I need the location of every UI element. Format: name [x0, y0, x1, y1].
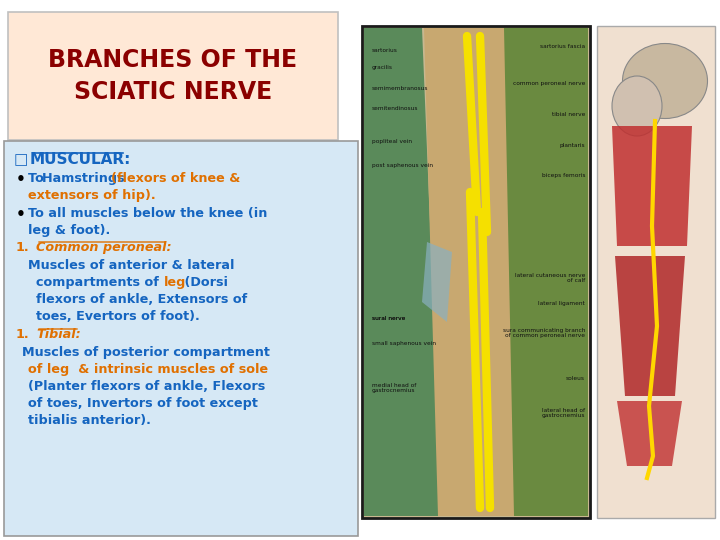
- Polygon shape: [500, 28, 588, 516]
- Text: •: •: [16, 172, 26, 187]
- Text: common peroneal nerve: common peroneal nerve: [513, 82, 585, 86]
- Text: SCIATIC NERVE: SCIATIC NERVE: [74, 80, 272, 104]
- FancyBboxPatch shape: [4, 141, 358, 536]
- Text: flexors of ankle, Extensors of: flexors of ankle, Extensors of: [36, 293, 247, 306]
- FancyBboxPatch shape: [597, 26, 715, 518]
- Text: (flexors of knee &: (flexors of knee &: [111, 172, 240, 185]
- Text: (Planter flexors of ankle, Flexors: (Planter flexors of ankle, Flexors: [28, 380, 265, 393]
- Text: sural nerve: sural nerve: [372, 315, 405, 321]
- FancyBboxPatch shape: [8, 12, 338, 140]
- Ellipse shape: [623, 44, 708, 118]
- Text: 1.: 1.: [16, 328, 30, 341]
- Text: Common peroneal:: Common peroneal:: [36, 241, 171, 254]
- Text: sura communicating branch
of common peroneal nerve: sura communicating branch of common pero…: [503, 328, 585, 339]
- Text: gracilis: gracilis: [372, 65, 393, 71]
- Text: Hamstrings: Hamstrings: [42, 172, 129, 185]
- Ellipse shape: [612, 76, 662, 136]
- Text: To: To: [28, 172, 48, 185]
- Text: 1.: 1.: [16, 241, 30, 254]
- Text: (Dorsi: (Dorsi: [180, 276, 228, 289]
- Polygon shape: [612, 126, 692, 246]
- Text: of toes, Invertors of foot except: of toes, Invertors of foot except: [28, 397, 258, 410]
- Text: post saphenous vein: post saphenous vein: [372, 164, 433, 168]
- Text: □: □: [14, 152, 28, 167]
- Polygon shape: [364, 28, 442, 516]
- Text: tibial nerve: tibial nerve: [552, 111, 585, 117]
- Polygon shape: [615, 256, 685, 396]
- Polygon shape: [617, 401, 682, 466]
- Text: soleus: soleus: [566, 375, 585, 381]
- Text: compartments of: compartments of: [36, 276, 163, 289]
- Text: lateral cutaneous nerve
of calf: lateral cutaneous nerve of calf: [515, 273, 585, 284]
- Text: •: •: [16, 207, 26, 222]
- Text: To all muscles below the knee (in: To all muscles below the knee (in: [28, 207, 267, 220]
- Text: small saphenous vein: small saphenous vein: [372, 341, 436, 346]
- Text: sural nerve: sural nerve: [372, 315, 405, 321]
- Text: of leg  & intrinsic muscles of sole: of leg & intrinsic muscles of sole: [28, 363, 268, 376]
- Text: lateral ligament: lateral ligament: [539, 300, 585, 306]
- Text: leg & foot).: leg & foot).: [28, 224, 110, 237]
- Text: sartorius: sartorius: [372, 49, 398, 53]
- Text: sartorius fascia: sartorius fascia: [540, 44, 585, 49]
- Text: Tibial:: Tibial:: [36, 328, 81, 341]
- Text: MUSCULAR:: MUSCULAR:: [30, 152, 131, 167]
- Text: extensors of hip).: extensors of hip).: [28, 189, 156, 202]
- Polygon shape: [422, 242, 452, 322]
- Text: lateral head of
gastrocnemius: lateral head of gastrocnemius: [541, 408, 585, 418]
- Text: BRANCHES OF THE: BRANCHES OF THE: [48, 48, 297, 72]
- Text: toes, Evertors of foot).: toes, Evertors of foot).: [36, 310, 199, 323]
- Polygon shape: [424, 28, 514, 516]
- Text: biceps femoris: biceps femoris: [541, 173, 585, 179]
- Text: semitendinosus: semitendinosus: [372, 105, 418, 111]
- Text: Muscles of posterior compartment: Muscles of posterior compartment: [22, 346, 270, 359]
- Text: popliteal vein: popliteal vein: [372, 138, 412, 144]
- Text: tibialis anterior).: tibialis anterior).: [28, 414, 151, 427]
- FancyBboxPatch shape: [362, 26, 590, 518]
- Text: leg: leg: [164, 276, 186, 289]
- Text: semimembranosus: semimembranosus: [372, 85, 428, 91]
- Text: Muscles of anterior & lateral: Muscles of anterior & lateral: [28, 259, 235, 272]
- Text: medial head of
gastrocnemius: medial head of gastrocnemius: [372, 383, 416, 394]
- Text: plantaris: plantaris: [559, 144, 585, 149]
